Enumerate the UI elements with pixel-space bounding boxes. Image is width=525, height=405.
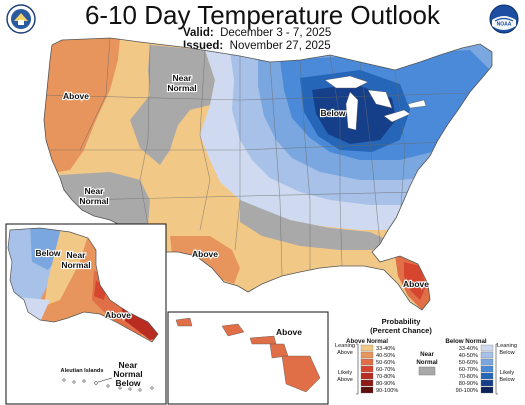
- aleutian-islands: [62, 378, 154, 392]
- label-aleutian-islands: Aleutian Islands: [61, 368, 104, 374]
- label-above-texas: Above: [192, 249, 218, 259]
- legend-below-bracket: [495, 343, 498, 395]
- legend-below-swatch-5: [480, 372, 494, 380]
- legend-above-range-1: 33-40%: [376, 346, 395, 352]
- legend-leaning-above-1: Leaning: [335, 343, 355, 349]
- legend-below-swatch-7: [480, 386, 494, 394]
- legend-below-swatch-1: [480, 344, 494, 352]
- commerce-seal-icon: [6, 4, 36, 34]
- legend-below-swatch-6: [480, 379, 494, 387]
- legend-above-swatch-2: [360, 351, 374, 359]
- legend-above-swatch-1: [360, 344, 374, 352]
- legend-above-swatch-7: [360, 386, 374, 394]
- label-above-west: Above: [63, 91, 89, 101]
- legend-below-swatch-2: [480, 351, 494, 359]
- legend-above-bracket: [356, 343, 359, 395]
- legend-title-2: (Percent Chance): [370, 326, 432, 335]
- legend-below-range-7: 90-100%: [456, 388, 478, 394]
- legend-above-swatch-6: [360, 379, 374, 387]
- legend-above-range-2: 40-50%: [376, 353, 395, 359]
- legend-above-range-6: 80-90%: [376, 381, 395, 387]
- label-near-north-1: Near: [173, 73, 193, 83]
- legend-above-range-3: 50-60%: [376, 360, 395, 366]
- valid-dates: December 3 - 7, 2025: [220, 27, 332, 39]
- legend-swatches: 33-40% 33-40%40-50% 40-50%50-60% 50-60%60-7…: [360, 344, 494, 394]
- legend-below-header: Below Normal: [445, 338, 487, 345]
- region-above-40-texas: [170, 236, 240, 284]
- legend-likely-below-2: Below: [499, 377, 515, 383]
- legend-above-range-5: 70-80%: [376, 374, 395, 380]
- conus-outline: [43, 37, 493, 311]
- legend-below-range-2: 40-50%: [459, 353, 478, 359]
- legend-above-swatch-5: [360, 372, 374, 380]
- legend-leaning-below-2: Below: [499, 350, 515, 356]
- valid-label: Valid:: [183, 27, 214, 39]
- legend-below-range-3: 50-60%: [459, 360, 478, 366]
- label-aleutian-near-1: Near: [119, 360, 139, 370]
- legend-below-range-4: 60-70%: [459, 367, 478, 373]
- label-aleutian-near-3: Below: [115, 378, 140, 388]
- hawaii-big-island: [281, 355, 321, 393]
- label-hawaii-above: Above: [276, 327, 302, 337]
- legend-below-range-1: 33-40%: [459, 346, 478, 352]
- legend-likely-below-1: Likely: [500, 370, 515, 376]
- noaa-logo-icon: NOAA: [489, 4, 519, 34]
- legend-likely-above-2: Above: [337, 377, 353, 383]
- legend-leaning-above-2: Above: [337, 350, 353, 356]
- issued-date: November 27, 2025: [229, 40, 331, 52]
- alaska-above-33: [44, 228, 90, 306]
- label-above-florida: Above: [403, 279, 429, 289]
- legend-near-swatch: [418, 366, 436, 376]
- legend-title-1: Probability: [382, 317, 422, 326]
- legend-above-range-4: 60-70%: [376, 367, 395, 373]
- label-below-great-lakes: Below: [320, 108, 345, 118]
- legend-below-range-5: 70-80%: [459, 374, 478, 380]
- legend-below-range-6: 80-90%: [459, 381, 478, 387]
- label-near-north-2: Normal: [167, 83, 196, 93]
- hawaii-kauai: [175, 317, 193, 327]
- alaska-outline: [7, 227, 159, 343]
- legend-below-swatch-4: [480, 365, 494, 373]
- noaa-logo-text: NOAA: [497, 22, 512, 28]
- page-title: 6-10 Day Temperature Outlook: [84, 0, 441, 30]
- legend-above-swatch-3: [360, 358, 374, 366]
- label-aleutian-near-2: Normal: [113, 369, 142, 379]
- region-above-60-florida: [404, 262, 426, 300]
- great-lakes: [324, 75, 427, 131]
- aleutian-pointer: [97, 377, 113, 383]
- legend-above-range-7: 90-100%: [376, 388, 398, 394]
- legend-above-header: Above Normal: [346, 338, 388, 345]
- legend-below-swatch-3: [480, 358, 494, 366]
- label-near-southwest-2: Normal: [79, 196, 108, 206]
- legend-near-2: Normal: [416, 359, 438, 366]
- legend-near-1: Near: [420, 351, 434, 358]
- hawaii-islands: [175, 317, 321, 393]
- label-alaska-below: Below: [35, 248, 60, 258]
- hawaii-oahu: [221, 323, 245, 337]
- region-above-40-west: [44, 38, 120, 175]
- date-block: Valid: December 3 - 7, 2025 Issued: Nove…: [183, 27, 331, 53]
- legend-above-swatch-4: [360, 365, 374, 373]
- label-alaska-near-1: Near: [67, 250, 87, 260]
- legend-likely-above-1: Likely: [338, 370, 353, 376]
- label-alaska-above: Above: [105, 310, 131, 320]
- region-near-normal-south: [240, 200, 388, 250]
- label-near-southwest-1: Near: [85, 186, 105, 196]
- legend-leaning-below-1: Leaning: [497, 343, 517, 349]
- alaska-above-60: [94, 280, 106, 300]
- legend: Probability (Percent Chance) Above Norma…: [335, 317, 517, 395]
- label-alaska-near-2: Normal: [61, 260, 90, 270]
- region-near-normal-north: [130, 45, 215, 165]
